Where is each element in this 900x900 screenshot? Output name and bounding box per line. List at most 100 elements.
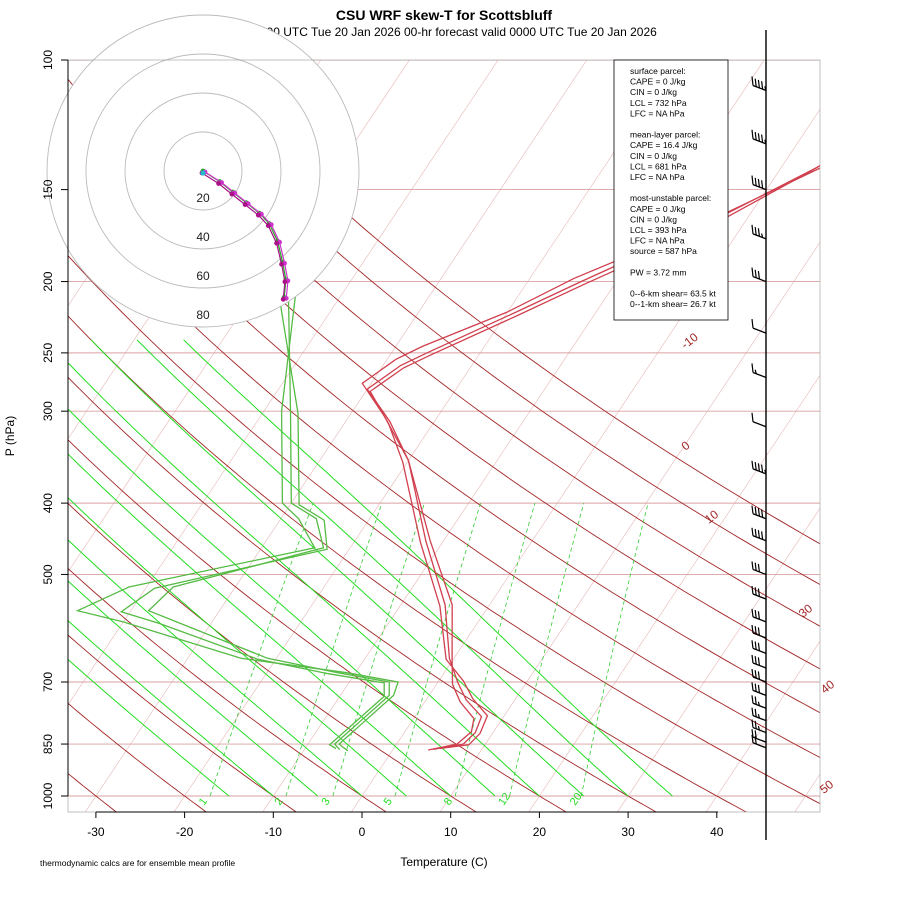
wind-barb-shaft (752, 702, 767, 709)
wind-barb-tick (761, 531, 764, 540)
mixing-ratio-label: 20 (568, 791, 585, 808)
x-ticks: -30 -20 -10 0 10 20 30 40 (87, 812, 724, 839)
wind-barb (751, 527, 767, 542)
mixing-ratio-label: 8 (442, 796, 455, 808)
wind-barb (751, 734, 767, 749)
wind-barb-tick (757, 133, 760, 142)
wind-barb-tick (754, 506, 757, 516)
x-tick-label: 20 (533, 825, 547, 839)
wind-barb-shaft (752, 138, 767, 145)
dry-adiabat-line (68, 255, 820, 805)
wind-barb (751, 175, 767, 191)
hodograph-trace (201, 172, 286, 300)
wind-barb-tick (754, 462, 757, 471)
wind-barb-tick (754, 78, 757, 87)
isotherm-line (794, 773, 820, 812)
wind-barb-tick (751, 729, 754, 738)
x-tick-label: 0 (359, 825, 366, 839)
wind-barb-tick (754, 708, 757, 717)
wind-barb-tick (751, 682, 754, 691)
hodograph-ring-label: 80 (196, 308, 210, 322)
wind-barb-shaft (752, 183, 767, 191)
hodograph-trace (204, 171, 289, 299)
dewpoint-profiles (75, 229, 399, 752)
mixing-ratio-line (580, 503, 649, 797)
dry-adiabat-label: -10 (678, 330, 701, 352)
stats-line: surface parcel: (630, 66, 686, 76)
stats-line: CAPE = 0 J/kg (630, 204, 686, 214)
wind-barb-shaft (752, 275, 767, 283)
wind-barb-tick (757, 79, 760, 88)
hodograph-point (242, 202, 248, 207)
hodograph-ring-label: 60 (196, 269, 210, 283)
dry-adiabat-line (68, 78, 820, 670)
wind-barb (751, 412, 767, 428)
moist-adiabat-line (136, 339, 629, 797)
wind-barb-tick (757, 627, 760, 636)
stats-line: LFC = NA hPa (630, 108, 685, 118)
x-tick-label: -20 (176, 825, 194, 839)
stats-line: mean-layer parcel: (630, 130, 700, 140)
x-tick-label: -30 (87, 825, 105, 839)
mixing-ratio-label: 2 (273, 796, 286, 808)
wind-barb-tick (751, 460, 754, 469)
plot-area (68, 60, 820, 812)
wind-barb-tick (764, 86, 767, 91)
wind-barb-tick (757, 657, 760, 666)
hodograph-point (274, 240, 279, 246)
dry-adiabat-line (68, 195, 820, 759)
stats-line: PW = 3.72 mm (630, 267, 686, 277)
stats-box: surface parcel: CAPE = 0 J/kg CIN = 0 J/kg… (613, 59, 729, 321)
wind-barb-tick (754, 177, 757, 186)
stats-line: 0--1-km shear= 26.7 kt (630, 299, 716, 309)
wind-barb-tick (757, 463, 760, 472)
dry-adiabat-line (68, 439, 568, 812)
mixing-ratio-label: 1 (197, 796, 210, 808)
wind-barb-shaft (752, 535, 767, 542)
wind-barb-shaft (752, 647, 767, 654)
moist-adiabat-line (68, 620, 274, 797)
wind-barb-shaft (752, 632, 767, 639)
isotherm-line (84, 60, 588, 812)
wind-barb-tick (754, 562, 757, 571)
wind-barb (751, 224, 767, 240)
wind-barb-tick (751, 319, 754, 329)
stats-line: LCL = 393 hPa (630, 225, 687, 235)
x-axis-label: Temperature (C) (400, 855, 487, 869)
wind-barb-tick (757, 508, 760, 517)
wind-barb (751, 695, 767, 709)
hodograph-ring-label: 20 (196, 191, 210, 205)
hodograph-point (255, 212, 261, 218)
dry-adiabat-line (97, 60, 820, 627)
wind-barb-tick (751, 734, 754, 743)
wind-barb-tick (751, 175, 754, 185)
wind-barb-shaft (752, 84, 767, 92)
moist-adiabat-line (68, 658, 230, 797)
wind-barb-tick (751, 719, 754, 728)
hodograph-point (229, 191, 235, 197)
moist-adiabat-line (183, 339, 673, 797)
wind-barb-tick (757, 178, 760, 188)
wind-barb-shaft (752, 327, 767, 334)
hodograph-ring-label: 40 (196, 230, 210, 244)
wind-barb (751, 608, 767, 623)
moist-adiabat-line (68, 539, 363, 797)
isotherm-line (173, 60, 676, 812)
wind-barb-column (751, 30, 767, 840)
isotherm-line (68, 60, 499, 706)
wind-barb-shaft (752, 676, 767, 683)
wind-barb-tick (754, 587, 757, 596)
dry-adiabat-line (68, 136, 820, 714)
y-tick-label: 200 (41, 271, 55, 291)
wind-barb-tick (764, 139, 767, 144)
footer-note: thermodynamic calcs are for ensemble mea… (40, 858, 235, 868)
wind-barb (751, 668, 767, 683)
wind-barb (751, 624, 767, 639)
hodograph-point (200, 170, 206, 176)
wind-barb-tick (761, 81, 764, 90)
wind-barb-tick (751, 505, 754, 514)
wind-barb-tick (761, 134, 764, 143)
stats-line: CIN = 0 J/kg (630, 87, 677, 97)
wind-barb (751, 319, 767, 334)
